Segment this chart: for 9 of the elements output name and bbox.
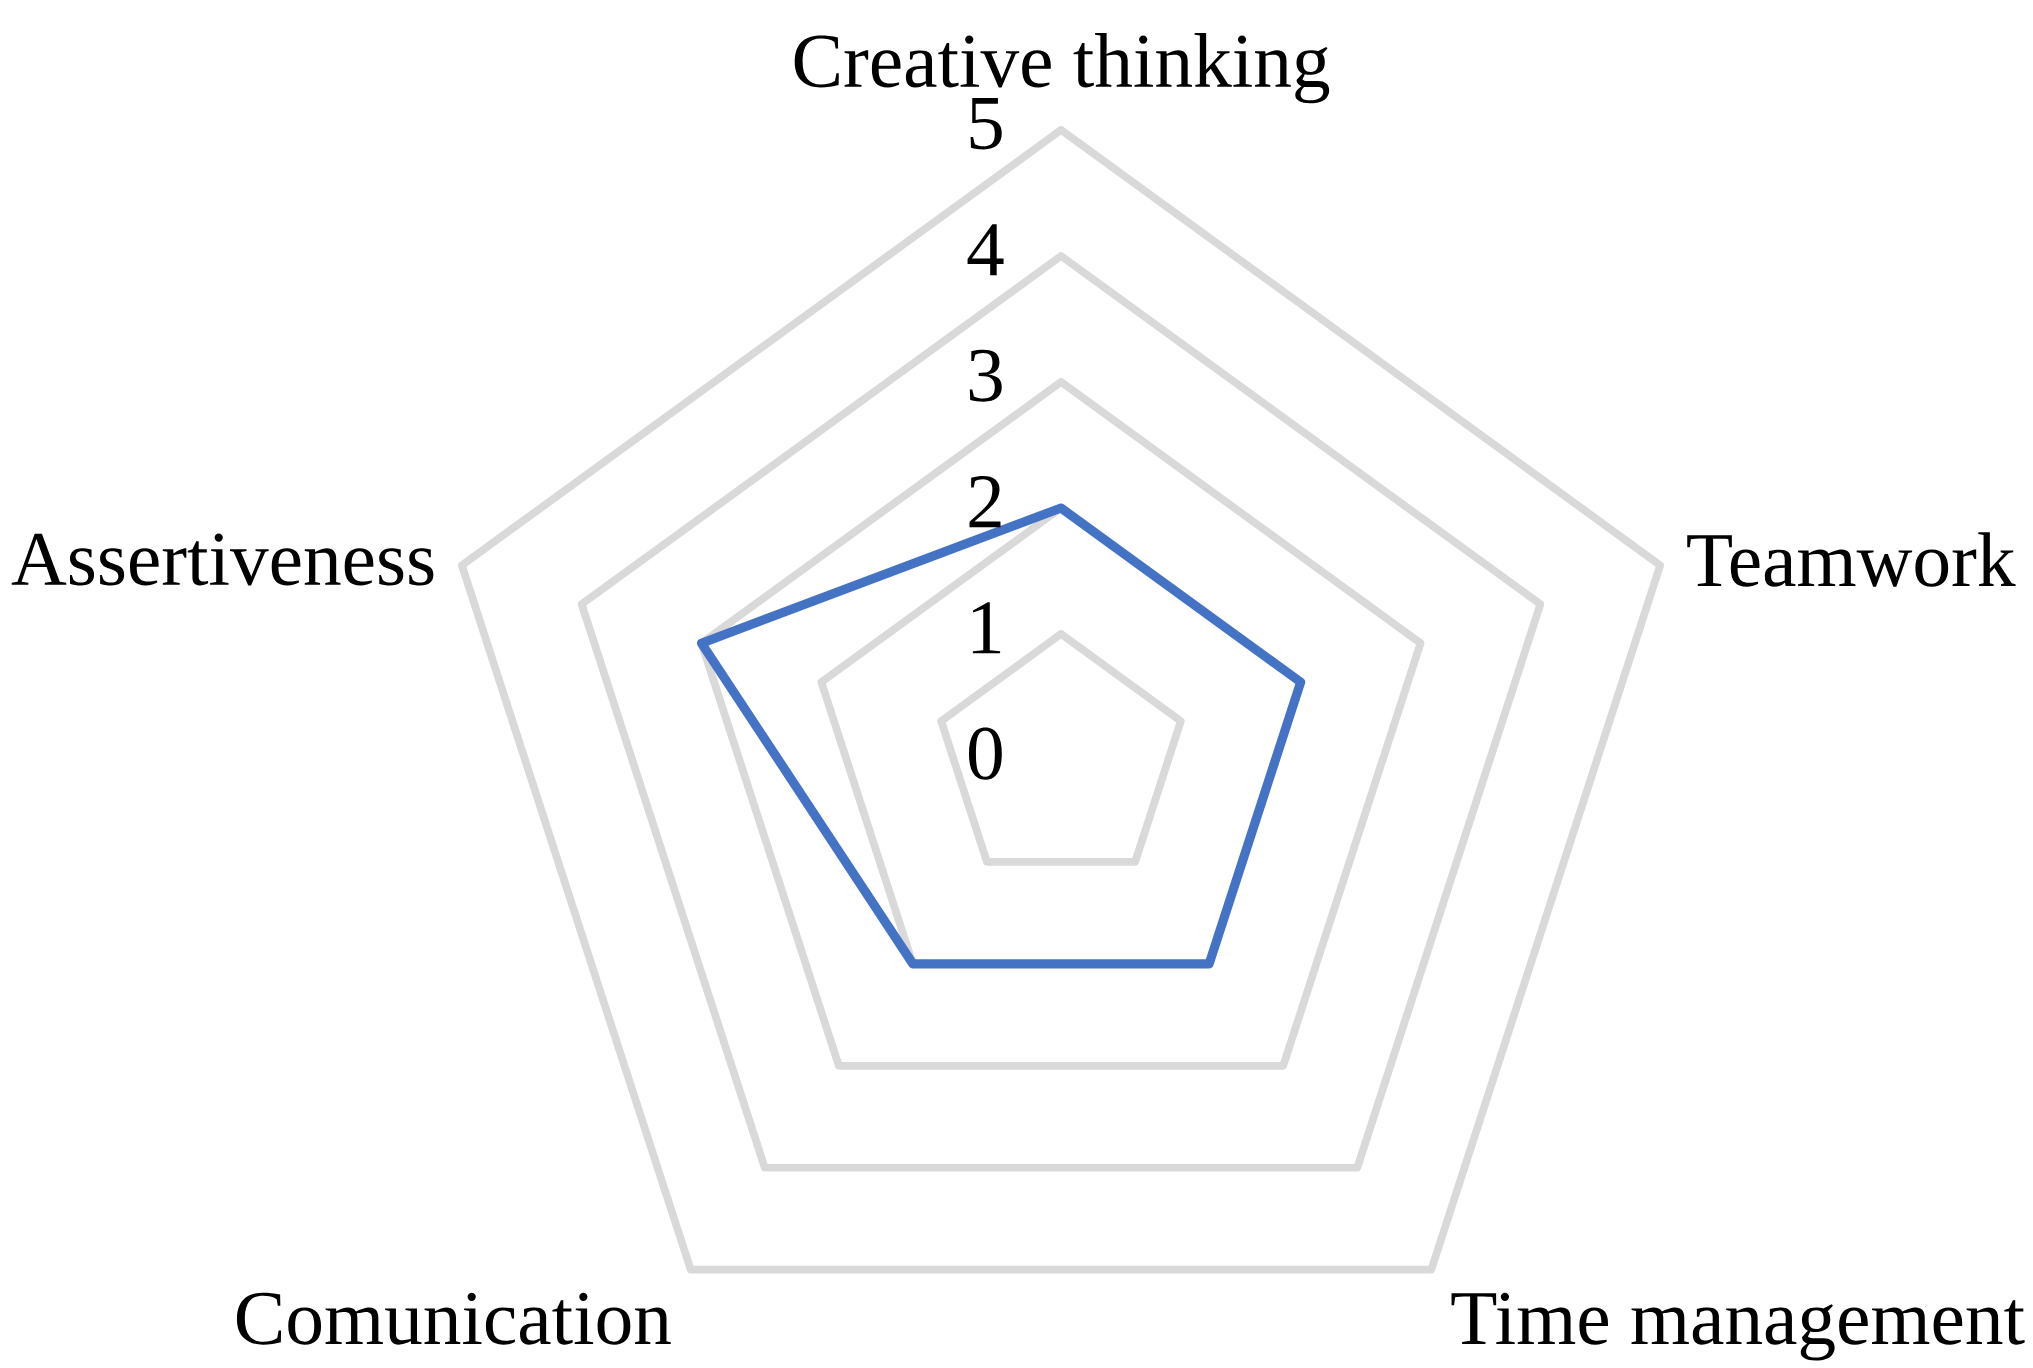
spoke-label: Comunication <box>236 1292 671 1345</box>
spoke-label: Assertiveness <box>11 533 434 586</box>
y-tick-label: 0 <box>969 727 1002 780</box>
spoke-label: Teamwork <box>1687 532 2016 587</box>
y-tick-label: 3 <box>969 349 1002 402</box>
y-tick-label: 4 <box>967 224 1004 276</box>
spoke-label: Time management <box>1451 1292 2025 1361</box>
y-tick-label: 1 <box>972 602 1001 654</box>
y-tick-label: 2 <box>969 476 1001 528</box>
